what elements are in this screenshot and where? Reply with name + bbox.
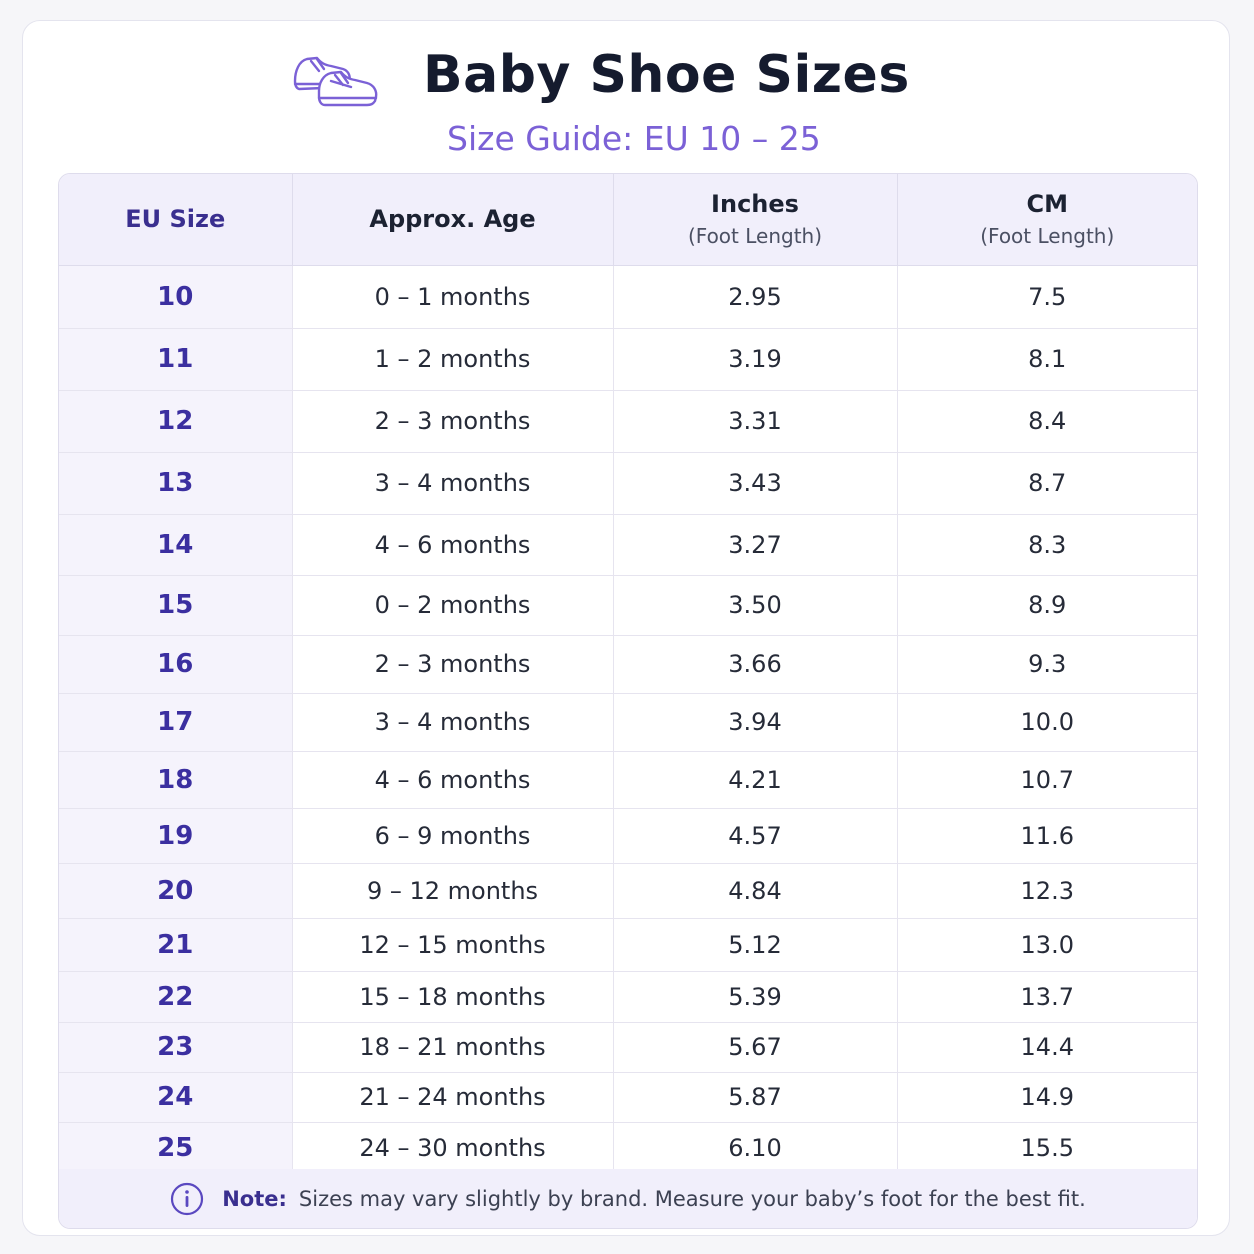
cell-cm: 10.0 [897,693,1197,752]
cell-eu-size: 12 [59,390,293,453]
cell-inches: 3.66 [613,635,898,694]
cell-approx-age: 0 – 1 months [292,265,614,329]
cell-cm: 7.5 [897,265,1197,329]
cell-inches: 4.21 [613,751,898,809]
cell-inches: 3.31 [613,390,898,453]
cell-cm: 13.0 [897,918,1197,972]
table-row: 19 6 – 9 months 4.57 11.6 [59,808,1197,864]
cell-inches: 3.94 [613,693,898,752]
table-row: 16 2 – 3 months 3.66 9.3 [59,635,1197,694]
column-header-approx-age: Approx. Age [292,174,614,266]
cell-inches: 5.12 [613,918,898,972]
cell-cm: 10.7 [897,751,1197,809]
cell-approx-age: 15 – 18 months [292,971,614,1023]
table-row: 20 9 – 12 months 4.84 12.3 [59,863,1197,919]
cell-cm: 8.1 [897,328,1197,391]
page-subtitle: Size Guide: EU 10 – 25 [447,119,821,158]
cell-inches: 4.84 [613,863,898,919]
table-row: 23 18 – 21 months 5.67 14.4 [59,1022,1197,1073]
cell-inches: 4.57 [613,808,898,864]
cell-eu-size: 21 [59,918,293,972]
cell-approx-age: 3 – 4 months [292,693,614,752]
note-bar: Note: Sizes may vary slightly by brand. … [59,1169,1197,1228]
baby-shoes-icon [293,56,378,107]
note-label: Note: [222,1186,287,1211]
table-header-row: EU Size Approx. Age Inches (Foot Length) … [59,174,1197,266]
cell-eu-size: 20 [59,863,293,919]
cell-cm: 8.9 [897,575,1197,636]
cell-eu-size: 16 [59,635,293,694]
size-table: EU Size Approx. Age Inches (Foot Length) … [59,174,1197,1174]
cell-inches: 3.50 [613,575,898,636]
cell-approx-age: 3 – 4 months [292,452,614,515]
cell-eu-size: 23 [59,1022,293,1073]
cell-inches: 2.95 [613,265,898,329]
cell-approx-age: 24 – 30 months [292,1122,614,1174]
column-header-inches: Inches (Foot Length) [613,174,898,266]
size-guide-card: Baby Shoe Sizes Size Guide: EU 10 – 25 E… [22,20,1230,1236]
table-row: 25 24 – 30 months 6.10 15.5 [59,1122,1197,1174]
table-row: 14 4 – 6 months 3.27 8.3 [59,514,1197,576]
cell-approx-age: 4 – 6 months [292,514,614,576]
cell-inches: 5.67 [613,1022,898,1073]
table-body: 10 0 – 1 months 2.95 7.5 11 1 – 2 months 3.19 8… [59,265,1197,1174]
cell-approx-age: 2 – 3 months [292,390,614,453]
cell-eu-size: 14 [59,514,293,576]
size-table-container: EU Size Approx. Age Inches (Foot Length) … [58,173,1198,1229]
cell-cm: 8.4 [897,390,1197,453]
table-row: 22 15 – 18 months 5.39 13.7 [59,971,1197,1023]
cell-cm: 8.7 [897,452,1197,515]
table-row: 15 0 – 2 months 3.50 8.9 [59,575,1197,636]
cell-eu-size: 10 [59,265,293,329]
cell-eu-size: 15 [59,575,293,636]
cell-eu-size: 19 [59,808,293,864]
cell-inches: 5.39 [613,971,898,1023]
cell-cm: 9.3 [897,635,1197,694]
cell-approx-age: 0 – 2 months [292,575,614,636]
cell-cm: 15.5 [897,1122,1197,1174]
table-row: 12 2 – 3 months 3.31 8.4 [59,390,1197,453]
cell-approx-age: 21 – 24 months [292,1072,614,1123]
table-row: 13 3 – 4 months 3.43 8.7 [59,452,1197,515]
cell-cm: 14.9 [897,1072,1197,1123]
cell-approx-age: 6 – 9 months [292,808,614,864]
table-row: 18 4 – 6 months 4.21 10.7 [59,751,1197,809]
table-row: 24 21 – 24 months 5.87 14.9 [59,1072,1197,1123]
info-icon [171,1182,204,1215]
cell-inches: 3.19 [613,328,898,391]
cell-cm: 13.7 [897,971,1197,1023]
cell-inches: 3.27 [613,514,898,576]
column-header-eu-size: EU Size [59,174,293,266]
cell-inches: 5.87 [613,1072,898,1123]
table-row: 17 3 – 4 months 3.94 10.0 [59,693,1197,752]
cell-approx-age: 4 – 6 months [292,751,614,809]
table-row: 21 12 – 15 months 5.12 13.0 [59,918,1197,972]
cell-inches: 3.43 [613,452,898,515]
cell-approx-age: 12 – 15 months [292,918,614,972]
header: Baby Shoe Sizes Size Guide: EU 10 – 25 [23,21,1231,173]
cell-approx-age: 9 – 12 months [292,863,614,919]
cell-eu-size: 22 [59,971,293,1023]
cell-cm: 8.3 [897,514,1197,576]
cell-eu-size: 11 [59,328,293,391]
cell-approx-age: 18 – 21 months [292,1022,614,1073]
cell-cm: 14.4 [897,1022,1197,1073]
page-title: Baby Shoe Sizes [423,45,910,105]
cell-cm: 12.3 [897,863,1197,919]
column-header-cm: CM (Foot Length) [897,174,1197,266]
cell-eu-size: 18 [59,751,293,809]
cell-eu-size: 13 [59,452,293,515]
cell-eu-size: 17 [59,693,293,752]
column-subheader-inches: (Foot Length) [687,224,823,249]
cell-approx-age: 1 – 2 months [292,328,614,391]
cell-inches: 6.10 [613,1122,898,1174]
cell-eu-size: 24 [59,1072,293,1123]
cell-approx-age: 2 – 3 months [292,635,614,694]
column-subheader-cm: (Foot Length) [980,224,1115,249]
table-row: 10 0 – 1 months 2.95 7.5 [59,265,1197,329]
cell-cm: 11.6 [897,808,1197,864]
note-text: Sizes may vary slightly by brand. Measur… [298,1186,1086,1211]
table-row: 11 1 – 2 months 3.19 8.1 [59,328,1197,391]
cell-eu-size: 25 [59,1122,293,1174]
